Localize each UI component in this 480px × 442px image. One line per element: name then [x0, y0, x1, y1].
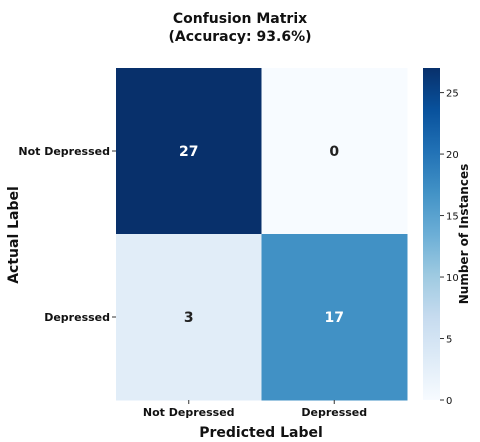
- colorbar: [423, 68, 440, 400]
- chart-subtitle: (Accuracy: 93.6%): [168, 29, 312, 45]
- cell-value-label: 17: [325, 310, 344, 326]
- heatmap-cell: [261, 234, 408, 401]
- heatmap-cell: [116, 68, 262, 235]
- colorbar-tick-label: 0: [446, 396, 452, 407]
- cell-value-label: 0: [329, 144, 339, 160]
- heatmap-cell: [116, 234, 262, 401]
- heatmap-cell: [261, 68, 408, 235]
- x-tick-label: Depressed: [301, 406, 367, 419]
- colorbar-tick-label: 5: [446, 335, 452, 346]
- y-axis-label: Actual Label: [6, 186, 22, 284]
- colorbar-label: Number of Instances: [457, 164, 471, 304]
- colorbar-tick-label: 10: [446, 273, 459, 284]
- colorbar-tick-label: 25: [446, 89, 459, 100]
- cell-value-label: 3: [184, 310, 194, 326]
- colorbar-tick-label: 20: [446, 150, 459, 161]
- y-tick-label: Depressed: [44, 311, 110, 324]
- x-tick-label: Not Depressed: [143, 406, 235, 419]
- y-tick-label: Not Depressed: [18, 145, 110, 158]
- chart-title: Confusion Matrix: [172, 11, 308, 27]
- x-axis-label: Predicted Label: [199, 425, 323, 441]
- cell-value-label: 27: [179, 144, 198, 160]
- colorbar-tick-label: 15: [446, 212, 459, 223]
